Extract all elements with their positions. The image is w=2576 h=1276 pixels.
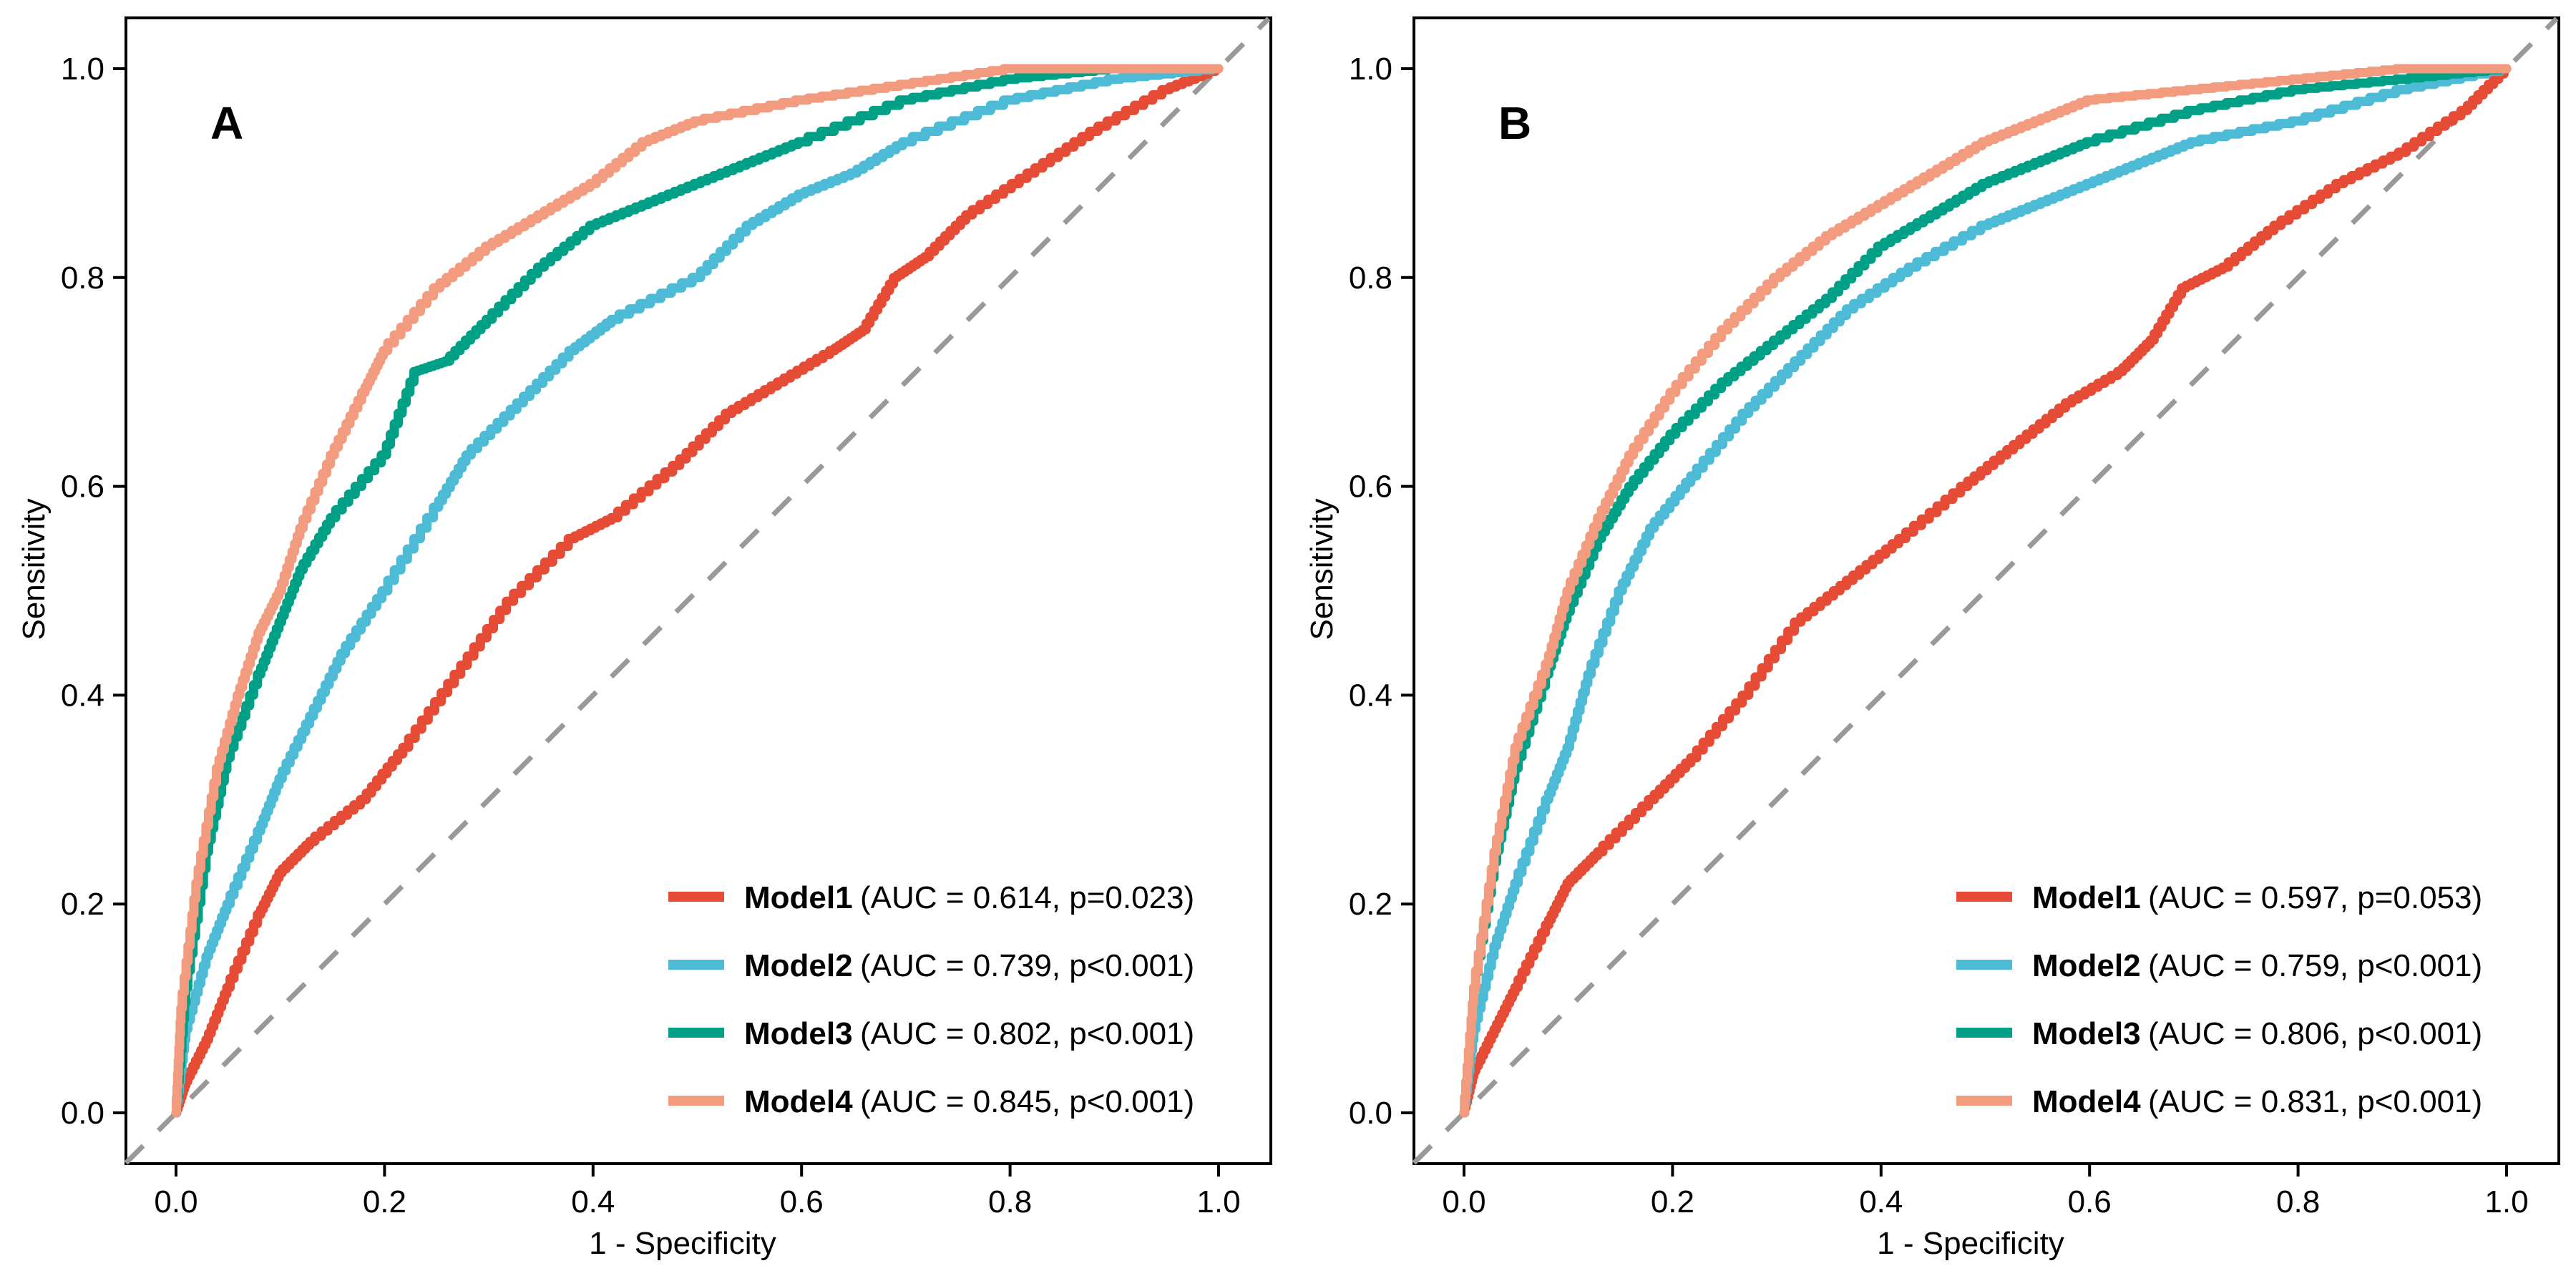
y-axis-title: Sensitivity [16,498,52,640]
y-tick-label: 0.6 [61,469,104,505]
panel-label: A [210,97,243,149]
reference-diagonal-line [1412,16,2559,1165]
y-tick-label: 1.0 [1349,52,1392,87]
legend-model-name: Model2 [2032,948,2141,983]
x-tick-label: 0.0 [1442,1184,1485,1219]
roc-curve-model2 [1459,64,2512,1118]
x-tick-label: 0.6 [2068,1184,2112,1219]
reference-diagonal-line [124,16,1271,1165]
roc-panel-a: 0.0 0.2 0.4 0.6 0.8 1.0 0.0 0.2 0.4 0.6 0.8 1.0 1 - … [16,16,1272,1261]
x-tick-label: 0.2 [363,1184,406,1219]
x-tick-label: 0.8 [988,1184,1032,1219]
legend-auc-stat: (AUC = 0.597, p=0.053) [2148,880,2482,915]
y-tick-label: 1.0 [61,52,104,87]
legend-auc-stat: (AUC = 0.614, p=0.023) [860,880,1194,915]
plot-frame [1413,16,2560,1165]
y-tick-label: 0.8 [61,260,104,296]
legend-model-name: Model1 [2032,880,2141,915]
legend-model-name: Model3 [744,1016,853,1051]
roc-curve-model3 [171,64,1224,1118]
legend-model-name: Model4 [744,1084,853,1119]
x-tick-label: 0.4 [1859,1184,1903,1219]
y-tick-label: 0.0 [61,1096,104,1131]
plot-frame [125,16,1272,1165]
roc-curve-model2 [171,64,1224,1118]
y-tick-label: 0.4 [61,678,104,713]
x-tick-label: 1.0 [2484,1184,2528,1219]
roc-curve-model1 [1459,64,2512,1118]
legend-model-name: Model4 [2032,1084,2141,1119]
legend: Model1 (AUC = 0.614, p=0.023)Model2 (AUC =… [668,880,1194,1119]
legend-auc-stat: (AUC = 0.831, p<0.001) [2148,1084,2482,1119]
legend-model-name: Model2 [744,948,853,983]
y-tick-label: 0.2 [61,887,104,922]
y-tick-label: 0.0 [1349,1096,1392,1131]
legend-auc-stat: (AUC = 0.806, p<0.001) [2148,1016,2482,1051]
legend-auc-stat: (AUC = 0.845, p<0.001) [860,1084,1194,1119]
y-tick-label: 0.8 [1349,260,1392,296]
roc-curve-model4 [171,64,1224,1118]
x-tick-label: 0.2 [1651,1184,1694,1219]
x-tick-label: 1.0 [1196,1184,1240,1219]
legend-auc-stat: (AUC = 0.802, p<0.001) [860,1016,1194,1051]
legend-auc-stat: (AUC = 0.759, p<0.001) [2148,948,2482,983]
roc-curve-model4 [1459,64,2512,1118]
x-tick-label: 0.8 [2276,1184,2320,1219]
legend-model-name: Model3 [2032,1016,2141,1051]
legend-model-name: Model1 [744,880,853,915]
y-axis-title: Sensitivity [1304,498,1340,640]
x-axis-title: 1 - Specificity [589,1226,776,1261]
x-tick-label: 0.6 [780,1184,824,1219]
y-tick-label: 0.6 [1349,469,1392,505]
legend-auc-stat: (AUC = 0.739, p<0.001) [860,948,1194,983]
x-axis-title: 1 - Specificity [1877,1226,2064,1261]
legend: Model1 (AUC = 0.597, p=0.053)Model2 (AUC =… [1956,880,2482,1119]
roc-panel-b: 0.0 0.2 0.4 0.6 0.8 1.0 0.0 0.2 0.4 0.6 0.8 1.0 1 - … [1304,16,2560,1261]
panel-label: B [1498,97,1531,149]
y-tick-label: 0.4 [1349,678,1392,713]
y-tick-label: 0.2 [1349,887,1392,922]
x-tick-label: 0.0 [154,1184,197,1219]
x-tick-label: 0.4 [571,1184,615,1219]
roc-curve-model1 [171,64,1224,1118]
